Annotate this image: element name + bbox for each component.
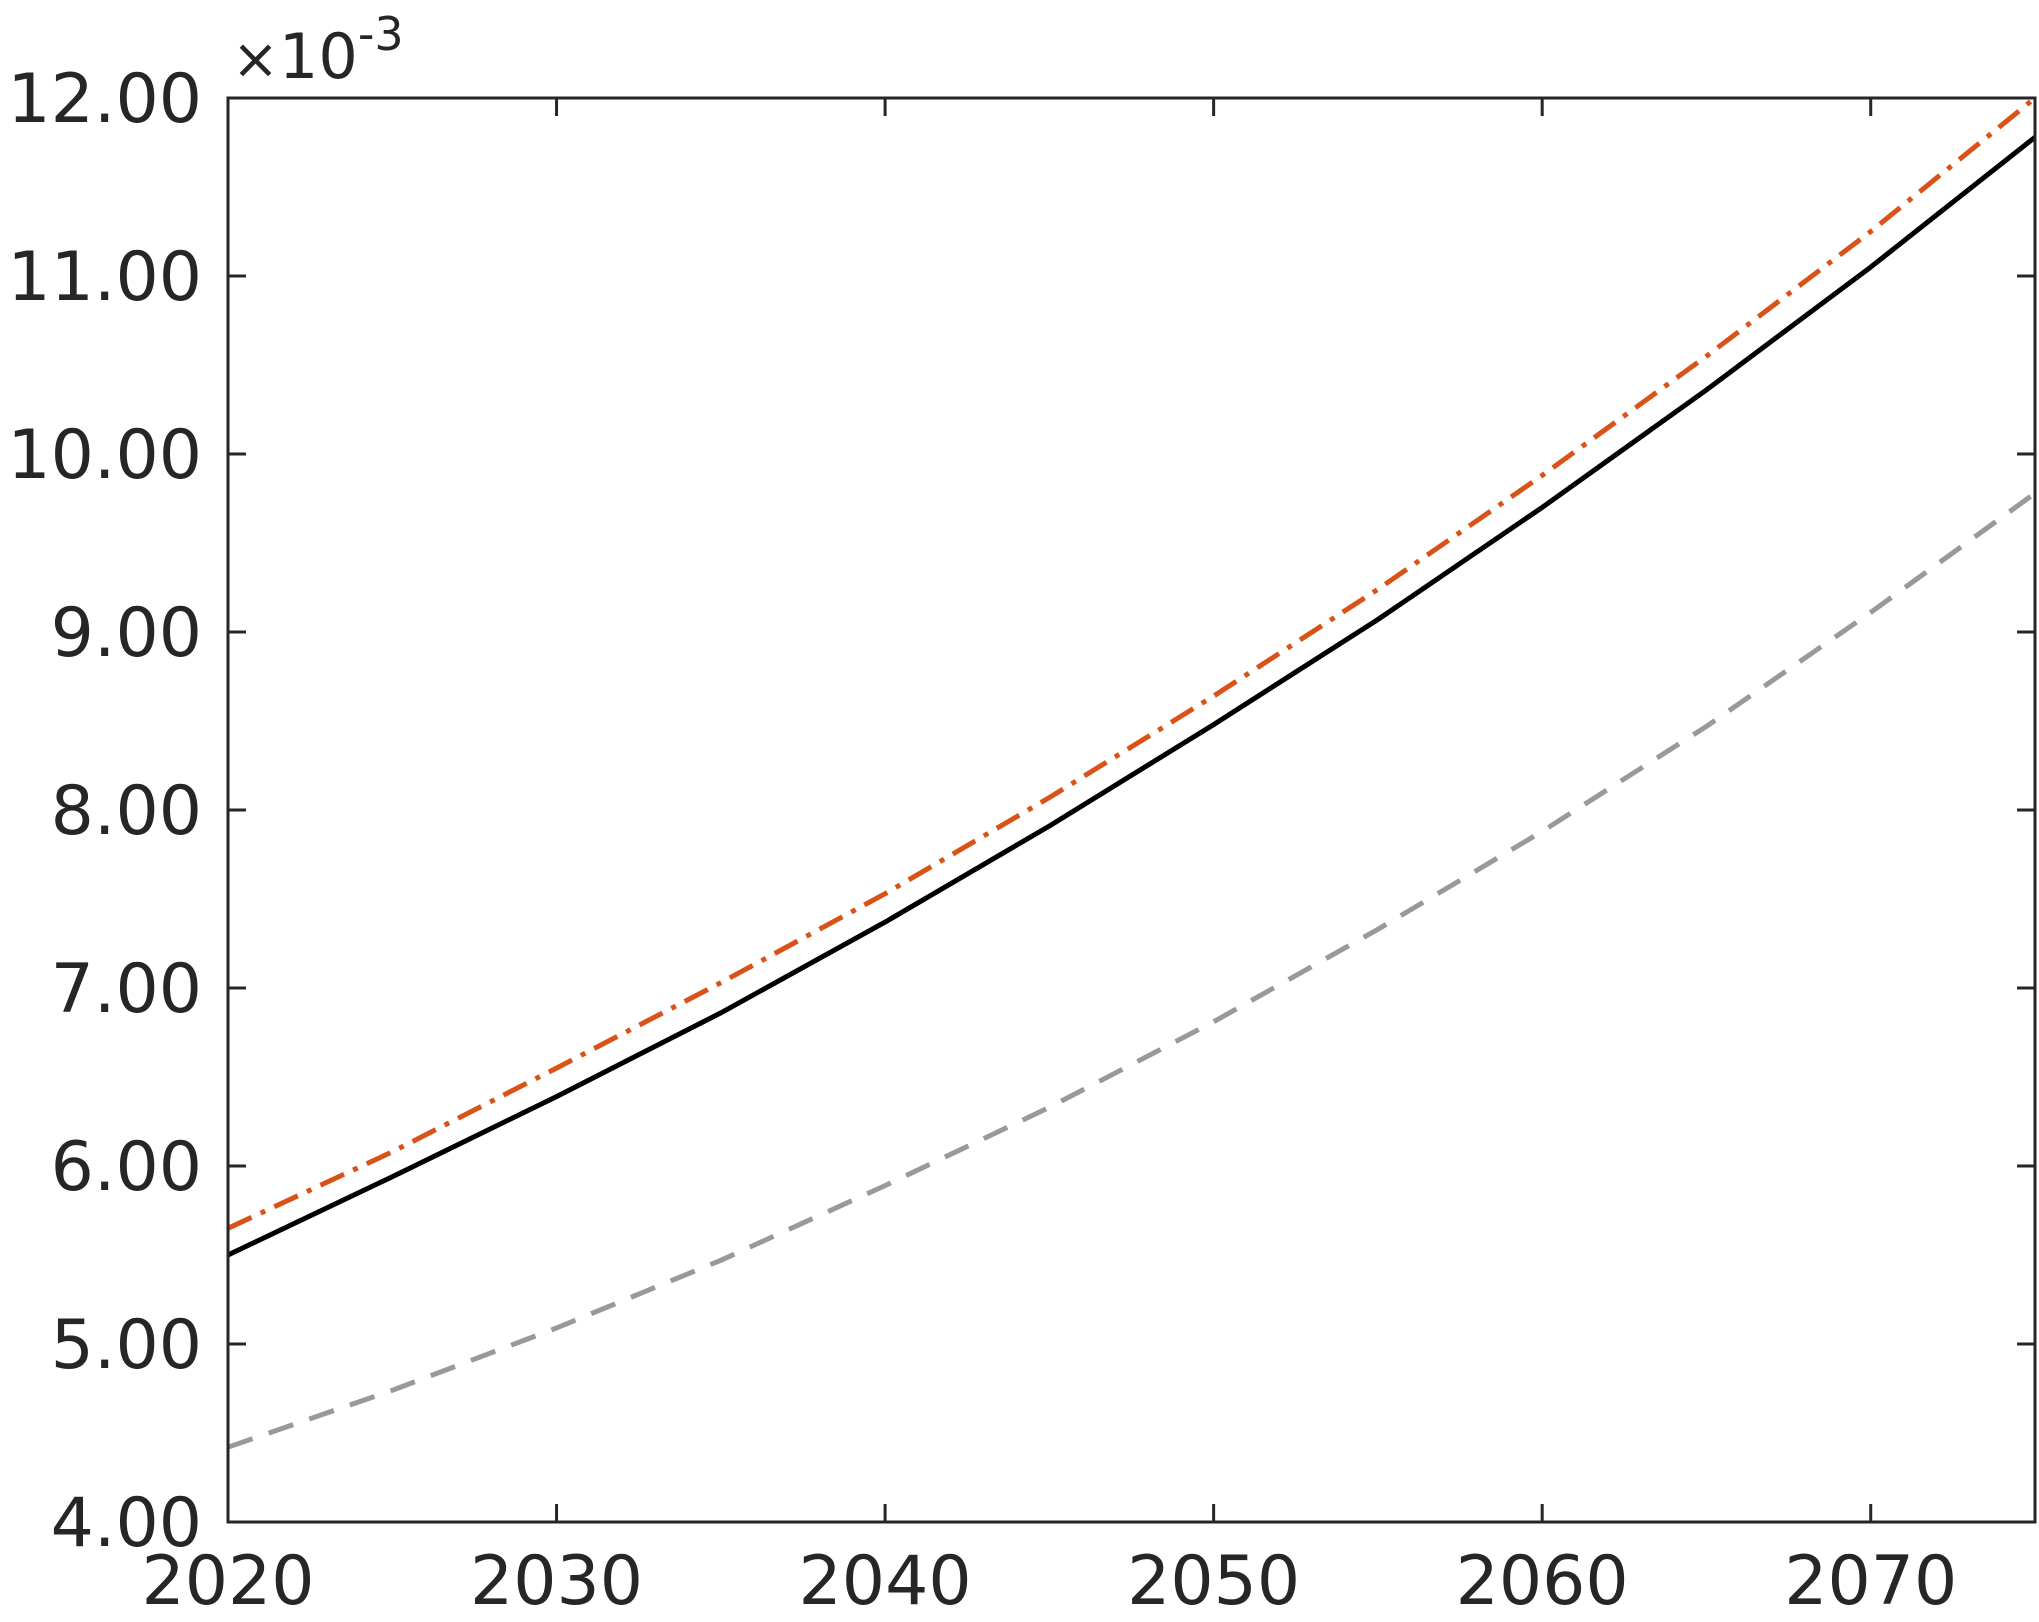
y-exponent-base: 10: [279, 20, 358, 93]
y-tick-labels: 4.00 5.00 6.00 7.00 8.00 9.00 10.00 11.00 12.00: [7, 60, 202, 1563]
y-tick-label: 7.00: [51, 950, 202, 1029]
y-tick-label: 4.00: [51, 1484, 202, 1563]
series-line-3: [227, 491, 2037, 1450]
x-tick-label: 2050: [1127, 1542, 1300, 1621]
x-tick-label: 2020: [141, 1542, 314, 1621]
x-tick-label: 2070: [1784, 1542, 1957, 1621]
y-exponent-label: ×10-3: [232, 7, 404, 93]
x-tick-label: 2060: [1456, 1542, 1629, 1621]
plot-frame: [226, 96, 2037, 1524]
x-tick-label: 2030: [470, 1542, 643, 1621]
y-tick-label: 8.00: [51, 772, 202, 851]
y-tick-label: 12.00: [7, 60, 202, 139]
y-exponent-power: -3: [358, 7, 404, 61]
y-exponent-times: ×: [232, 27, 279, 92]
x-tick-labels: 2020 2030 2040 2050 2060 2070: [141, 1542, 1957, 1621]
y-tick-label: 11.00: [7, 238, 202, 317]
series-line-1: [226, 135, 2037, 1258]
y-tick-label: 10.00: [7, 416, 202, 495]
y-tick-label: 6.00: [51, 1128, 202, 1207]
y-tick-label: 5.00: [51, 1306, 202, 1385]
y-tick-label: 9.00: [51, 594, 202, 673]
x-tick-label: 2040: [799, 1542, 972, 1621]
series-layer: [226, 96, 2037, 1450]
series-line-2: [226, 96, 2037, 1231]
